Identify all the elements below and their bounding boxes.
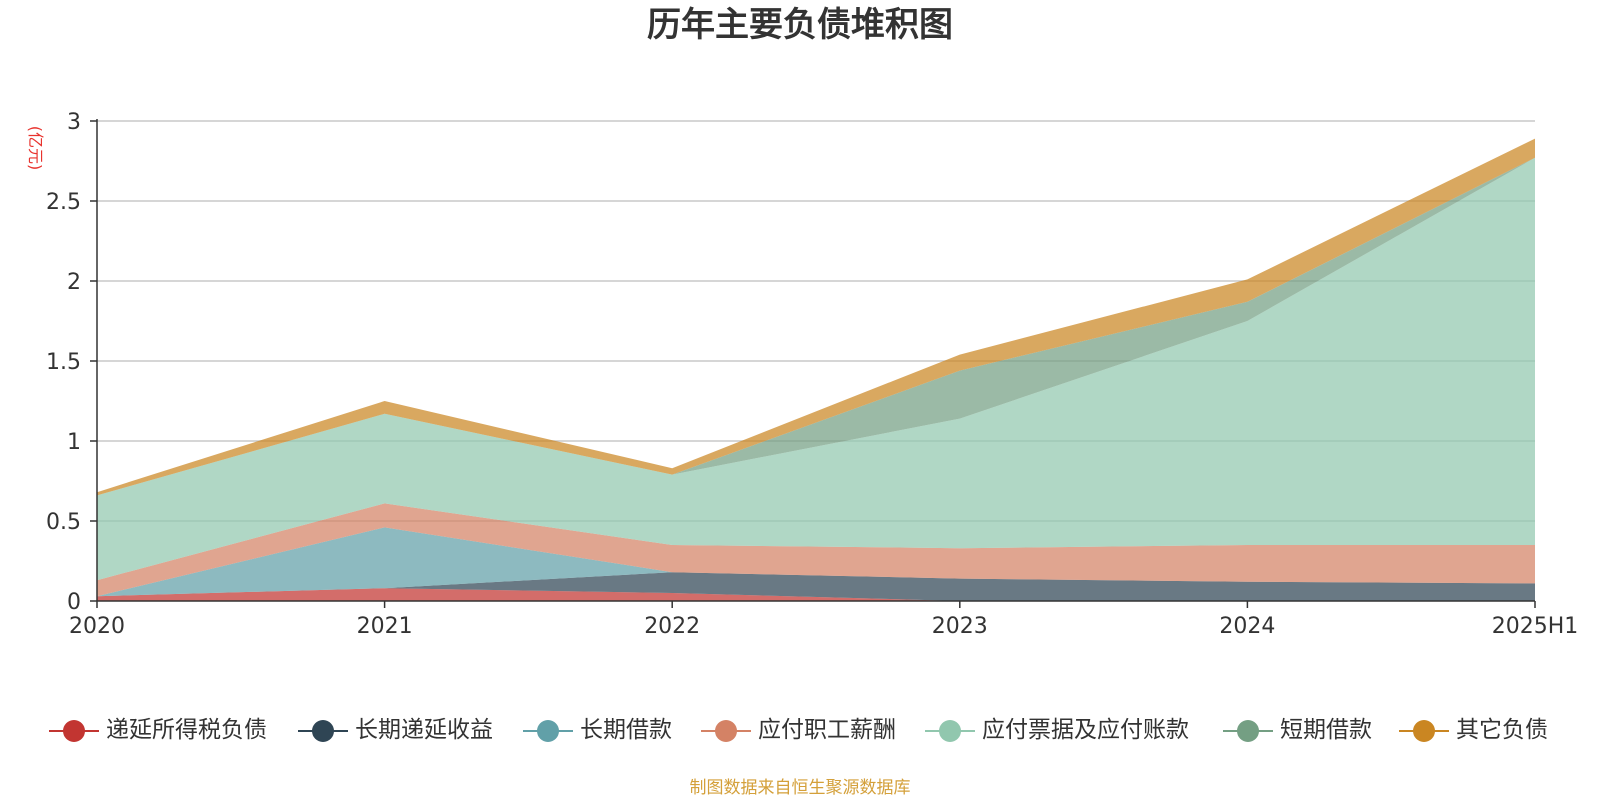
x-tick-label: 2023: [932, 614, 988, 639]
legend-label: 应付职工薪酬: [758, 717, 896, 743]
legend-marker-dot: [1237, 720, 1259, 742]
legend-label: 短期借款: [1280, 717, 1372, 743]
legend-marker-dot: [1413, 720, 1435, 742]
series-area-4: [97, 503, 1535, 597]
series-area-5: [97, 157, 1535, 581]
legend-marker-icon: [49, 720, 99, 742]
y-tick-label: 1.5: [46, 350, 81, 375]
legend-marker-icon: [701, 720, 751, 742]
y-tick-label: 3: [67, 110, 81, 135]
legend-label: 长期递延收益: [355, 717, 493, 743]
legend-marker-dot: [939, 720, 961, 742]
y-tick-label: 2.5: [46, 190, 81, 215]
series-area-2: [97, 572, 1535, 601]
legend-marker-dot: [537, 720, 559, 742]
stacked-area-chart: 0 0.5 1 1.5 2 2.5 3 2020 2021 2022 2023 2024 2025H1: [46, 110, 1578, 639]
y-tick-label: 1: [67, 430, 81, 455]
series-area-3: [97, 527, 1535, 597]
legend-label: 应付票据及应付账款: [982, 717, 1189, 743]
legend-marker-icon: [1399, 720, 1449, 742]
x-tick-label: 2021: [357, 614, 413, 639]
series-area-1: [97, 588, 1535, 601]
x-tick-label: 2020: [69, 614, 125, 639]
legend-label: 长期借款: [580, 717, 672, 743]
series-area-6: [97, 157, 1535, 496]
y-tick-label: 0.5: [46, 510, 81, 535]
axes: 0 0.5 1 1.5 2 2.5 3 2020 2021 2022 2023 2024 2025H1: [46, 110, 1578, 639]
data-source-note: 制图数据来自恒生聚源数据库: [689, 778, 911, 798]
legend-label: 其它负债: [1456, 717, 1548, 743]
y-tick-label: 2: [67, 270, 81, 295]
legend-marker-dot: [312, 720, 334, 742]
legend-label: 递延所得税负债: [106, 717, 267, 743]
y-tick-label: 0: [67, 590, 81, 615]
legend: 递延所得税负债 长期递延收益 长期借款 应付职工薪酬 应付票据及应付账款 短期借款 其它负债: [0, 712, 1600, 752]
legend-marker-icon: [523, 720, 573, 742]
x-tick-label: 2025H1: [1492, 614, 1579, 639]
legend-marker-dot: [63, 720, 85, 742]
legend-marker-icon: [925, 720, 975, 742]
legend-marker-icon: [1223, 720, 1273, 742]
x-tick-label: 2022: [644, 614, 700, 639]
area-series: [97, 138, 1535, 601]
chart-title: 历年主要负债堆积图: [647, 5, 953, 45]
x-tick-label: 2024: [1219, 614, 1275, 639]
legend-marker-dot: [715, 720, 737, 742]
legend-marker-icon: [298, 720, 348, 742]
